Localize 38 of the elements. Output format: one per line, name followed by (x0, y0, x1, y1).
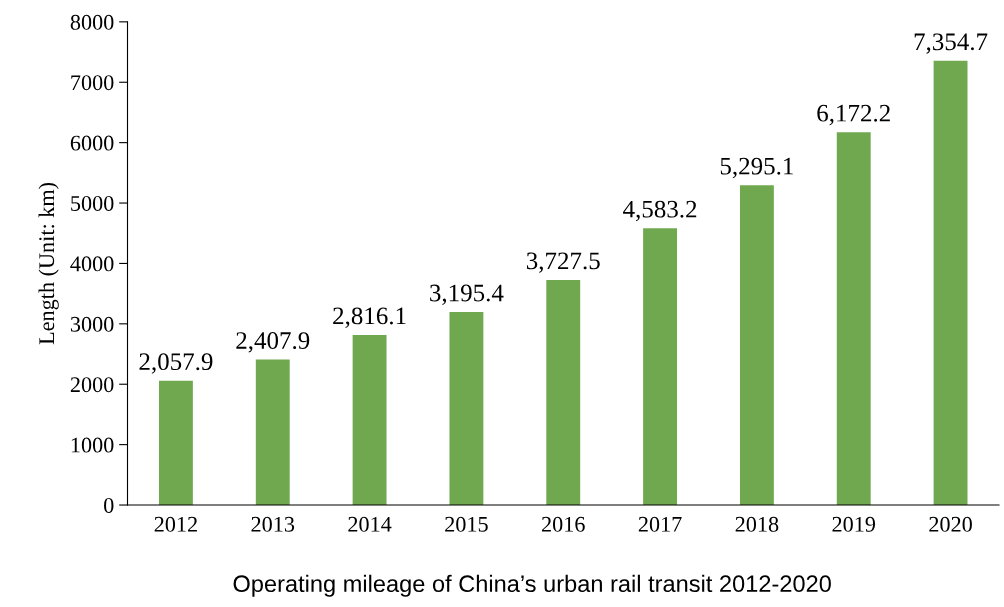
y-tick-label: 3000 (70, 316, 114, 332)
data-label: 2,057.9 (139, 353, 213, 374)
y-tick-label: 4000 (70, 256, 114, 272)
data-label: 4,583.2 (623, 200, 697, 222)
x-tick-label: 2017 (638, 516, 682, 532)
x-tick-label: 2019 (832, 516, 876, 532)
text: Operating mileage of China’s urban rail transit 2012-2020 (233, 574, 831, 597)
bar (546, 279, 581, 506)
data-label: 3,727.5 (526, 252, 600, 273)
bar (739, 185, 774, 506)
bar (158, 380, 193, 506)
y-tick-label: 8000 (70, 14, 114, 30)
bar (643, 228, 678, 506)
data-label: 5,295.1 (720, 157, 793, 179)
data-label: 3,195.4 (430, 284, 504, 305)
y-tick-label: 7000 (71, 75, 114, 91)
x-tick-label: 2013 (251, 516, 295, 532)
x-tick-label: 2014 (348, 516, 392, 532)
data-label: 2,407.9 (236, 332, 310, 353)
data-label: 6,172.2 (817, 104, 890, 126)
y-tick-label: 1000 (71, 437, 114, 453)
bar (255, 359, 290, 506)
bar (836, 132, 871, 506)
bar (449, 312, 484, 506)
x-tick-label: 2016 (542, 516, 585, 532)
y-axis-title: Length (Unit: km) (38, 182, 59, 345)
data-label: 2,816.1 (333, 307, 406, 328)
y-tick-label: 0 (104, 497, 114, 513)
y-tick-label: 6000 (70, 135, 114, 151)
y-tick-label: 5000 (71, 195, 114, 211)
x-tick-label: 2018 (735, 516, 779, 532)
bar (933, 60, 968, 506)
y-tick-label: 2000 (70, 377, 114, 393)
bar (352, 334, 387, 506)
x-tick-label: 2015 (445, 516, 488, 532)
x-tick-label: 2012 (154, 516, 197, 532)
data-label: 7,354.7 (914, 33, 988, 54)
x-tick-label: 2020 (929, 516, 972, 532)
